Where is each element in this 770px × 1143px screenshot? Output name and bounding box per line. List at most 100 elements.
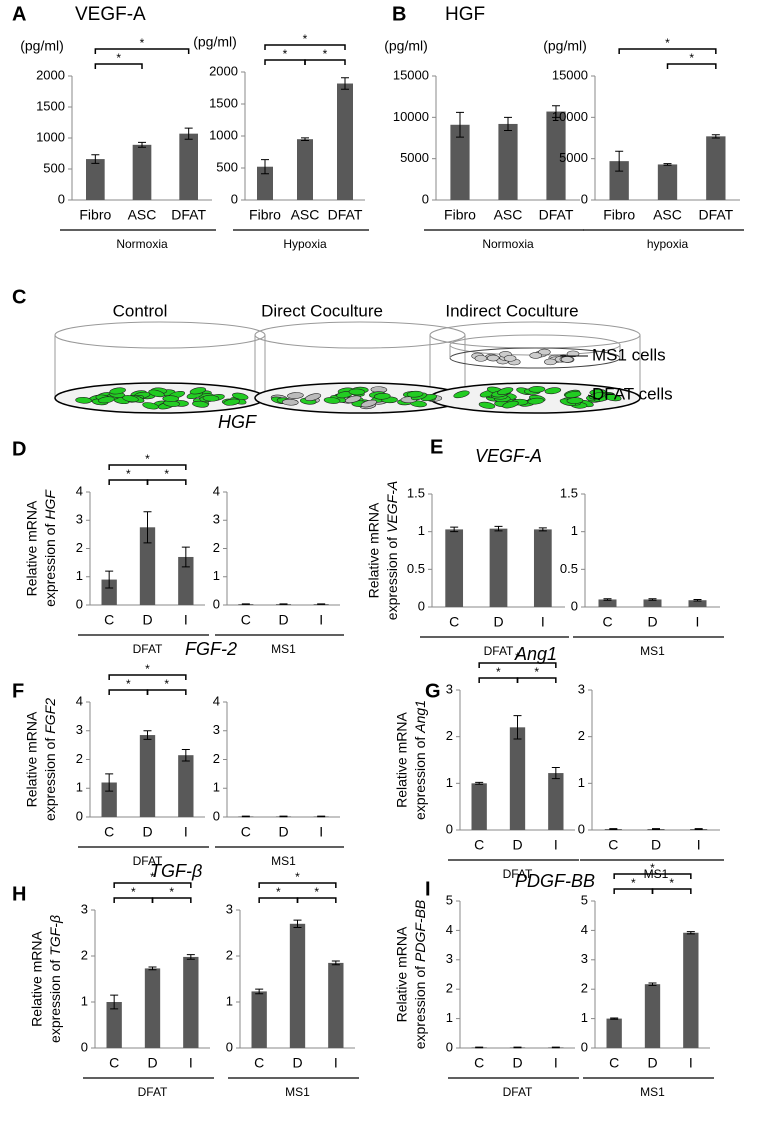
group-label: MS1 (640, 644, 665, 658)
bar (546, 111, 566, 200)
x-tick-label: I (554, 837, 558, 853)
y-tick-label: 2 (213, 540, 220, 555)
cell (142, 402, 159, 410)
y-tick-label: 4 (446, 922, 453, 937)
y-tick-label: 1 (418, 523, 425, 538)
panel-label: H (12, 883, 26, 905)
group-label: MS1 (285, 1085, 310, 1099)
y-axis-label: expression of TGF-β (47, 915, 63, 1043)
significance-label: * (669, 876, 674, 890)
y-tick-label: 3 (446, 681, 453, 696)
y-tick-label: 3 (81, 901, 88, 916)
x-tick-label: D (292, 1055, 302, 1071)
y-tick-label: 1000 (36, 129, 65, 144)
x-tick-label: D (278, 612, 288, 628)
error-bar (615, 150, 624, 172)
cell (566, 397, 584, 404)
x-tick-label: C (241, 612, 251, 628)
x-tick-label: C (602, 614, 612, 630)
error-bar (255, 988, 264, 995)
error-bar (293, 919, 302, 928)
y-tick-label: 0 (58, 191, 65, 206)
y-tick-label: 0 (446, 821, 453, 836)
unit-label: (pg/ml) (543, 38, 587, 54)
y-axis-label-gene: HGF (42, 489, 58, 520)
error-bar (105, 570, 114, 589)
significance-label: * (303, 32, 308, 46)
y-tick-label: 0.5 (560, 561, 578, 576)
y-axis-label: expression of Ang1 (412, 700, 428, 820)
panel-label: I (425, 878, 431, 900)
y-tick-label: 4 (76, 693, 83, 708)
cell (502, 400, 519, 409)
x-tick-label: I (541, 614, 545, 630)
error-bar (241, 603, 250, 605)
error-bar (148, 966, 157, 971)
cell (223, 398, 241, 406)
significance-label: * (515, 650, 520, 664)
error-bar (648, 598, 657, 601)
x-tick-label: D (278, 824, 288, 840)
group-label: Normoxia (482, 237, 534, 251)
significance-label: * (126, 467, 131, 481)
x-tick-label: ASC (653, 207, 682, 223)
significance-label: * (131, 885, 136, 899)
significance-bracket (666, 63, 717, 69)
y-axis-label-gene: TGF-β (47, 915, 63, 956)
cell (528, 386, 546, 393)
significance-bracket (258, 882, 337, 888)
significance-bracket (146, 689, 187, 695)
x-tick-label: C (449, 614, 459, 630)
x-tick-label: I (334, 1055, 338, 1071)
error-bar (186, 954, 195, 960)
bar (144, 968, 161, 1048)
y-tick-label: 2 (213, 751, 220, 766)
cell (148, 389, 165, 398)
cell (605, 394, 622, 402)
error-bar (181, 748, 190, 762)
cell (348, 388, 366, 396)
error-bar (317, 603, 326, 605)
y-tick-label: 3 (76, 512, 83, 527)
y-tick-label: 2 (81, 947, 88, 962)
cell (373, 392, 391, 400)
cell (503, 355, 517, 362)
y-tick-label: 1 (446, 1010, 453, 1025)
x-tick-label: DFAT (539, 207, 574, 223)
y-tick-label: 15000 (552, 67, 588, 82)
bar (183, 956, 199, 1048)
error-bar (138, 141, 146, 148)
panel-label: D (12, 438, 26, 460)
error-bar (331, 960, 340, 966)
y-tick-label: 1 (76, 780, 83, 795)
chart-title: HGF (218, 412, 257, 432)
cell (453, 390, 470, 399)
error-bar (513, 715, 522, 740)
bar (257, 166, 273, 200)
x-tick-label: Fibro (603, 207, 635, 223)
x-tick-label: D (147, 1055, 157, 1071)
error-bar (686, 931, 695, 935)
y-tick-label: 0 (76, 808, 83, 823)
group-label: DFAT (133, 642, 163, 656)
y-axis-label: Relative mRNA (394, 712, 410, 808)
y-tick-label: 1.5 (407, 485, 425, 500)
x-tick-label: D (493, 614, 503, 630)
y-axis-label-text: expression of (42, 524, 58, 607)
condition-label: Indirect Coculture (445, 301, 578, 320)
y-tick-label: 2 (226, 947, 233, 962)
x-tick-label: D (647, 614, 657, 630)
x-tick-label: C (474, 1055, 484, 1071)
cell (122, 395, 139, 403)
significance-label: * (169, 885, 174, 899)
y-tick-label: 3 (76, 722, 83, 737)
bar (132, 144, 152, 200)
y-tick-label: 1 (81, 993, 88, 1008)
y-axis-label: Relative mRNA (366, 502, 382, 598)
x-tick-label: ASC (291, 207, 320, 223)
significance-bracket (108, 464, 187, 470)
bar (139, 735, 156, 817)
y-tick-label: 0 (446, 1039, 453, 1054)
y-tick-label: 0 (581, 1039, 588, 1054)
